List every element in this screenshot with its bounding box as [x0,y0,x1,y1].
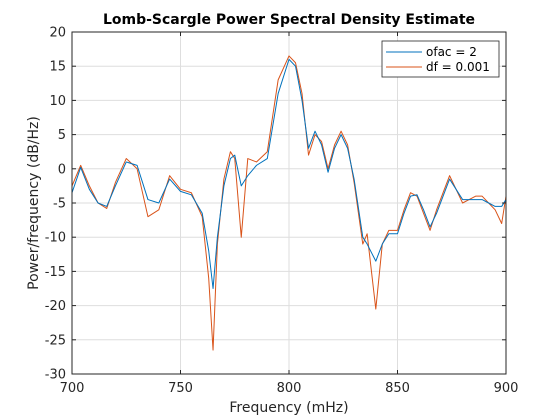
x-axis-label: Frequency (mHz) [229,400,348,416]
y-tick-label: 0 [58,162,66,177]
y-axis-label: Power/frequency (dB/Hz) [26,116,42,290]
legend: ofac = 2 df = 0.001 [381,40,500,78]
legend-box [381,40,500,78]
x-tick-label: 750 [168,381,193,396]
y-tick-label: 20 [49,26,66,41]
y-tick-label: -10 [45,231,66,246]
x-tick-label: 800 [277,381,302,396]
y-tick-label: -15 [45,265,66,280]
y-tick-label: 15 [49,60,66,75]
y-tick-label: -5 [53,197,66,212]
y-tick-label: 10 [49,94,66,109]
x-tick-label: 700 [60,381,85,396]
series-lines [71,55,507,351]
y-tick-label: -30 [45,368,66,383]
y-tick-label: 5 [58,128,66,143]
series-line-ofac [71,58,507,289]
chart-title: Lomb-Scargle Power Spectral Density Esti… [103,12,475,28]
y-tick-label: -25 [45,333,66,348]
axis-ticks: 700 750 800 850 900 -30 -25 -20 -15 -10 -5 0 5 10 15 20 [45,26,519,397]
legend-entry-df: df = 0.001 [426,60,490,74]
x-tick-label: 850 [385,381,410,396]
y-tick-label: -20 [45,299,66,314]
legend-entry-ofac: ofac = 2 [426,45,477,59]
x-tick-label: 900 [494,381,519,396]
